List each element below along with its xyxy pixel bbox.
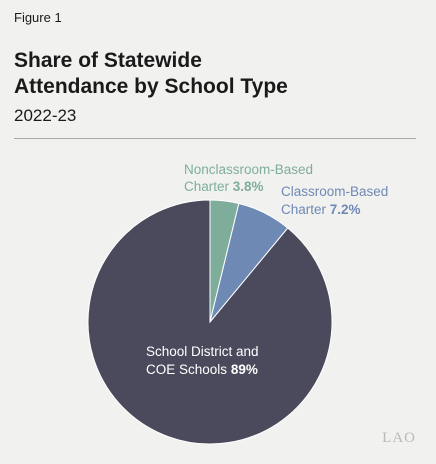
slice-label-district-line-1: School District and: [146, 344, 259, 359]
slice-label-district-name: COE Schools: [146, 362, 227, 377]
slice-label-nonclassroom-line-2: Charter 3.8%: [184, 179, 264, 194]
pie-labels: Nonclassroom-Based Charter 3.8% Classroo…: [146, 162, 392, 377]
title-divider: [14, 138, 416, 139]
pie-slice-district: [87, 199, 333, 445]
slice-label-classroom-name: Charter: [281, 202, 327, 217]
chart-title: Share of Statewide Attendance by School …: [14, 48, 414, 100]
slice-value-classroom: 7.2%: [330, 202, 361, 217]
slice-value-district: 89%: [231, 362, 258, 377]
lao-logo: LAO: [382, 430, 416, 446]
slice-label-district: School District and COE Schools 89%: [146, 344, 262, 377]
chart-title-line-2: Attendance by School Type: [14, 75, 288, 98]
figure-label: Figure 1: [14, 10, 62, 25]
slice-value-nonclassroom: 3.8%: [233, 179, 264, 194]
slice-label-district-line-2: COE Schools 89%: [146, 362, 258, 377]
slice-label-classroom-line-1: Classroom-Based: [281, 184, 388, 199]
chart-title-line-1: Share of Statewide: [14, 49, 202, 72]
slice-label-nonclassroom: Nonclassroom-Based Charter 3.8%: [184, 162, 317, 194]
chart-subtitle: 2022-23: [14, 106, 77, 125]
slice-label-nonclassroom-name: Charter: [184, 179, 230, 194]
slice-label-classroom-line-2: Charter 7.2%: [281, 202, 361, 217]
slice-label-nonclassroom-line-1: Nonclassroom-Based: [184, 162, 313, 177]
pie-slices: [87, 199, 333, 445]
slice-label-classroom: Classroom-Based Charter 7.2%: [281, 184, 392, 217]
